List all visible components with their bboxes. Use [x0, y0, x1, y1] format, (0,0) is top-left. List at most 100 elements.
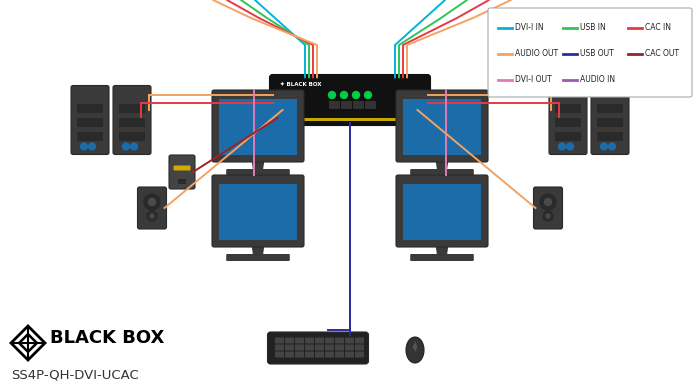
Circle shape	[80, 143, 88, 150]
Text: BLACK BOX: BLACK BOX	[50, 329, 164, 347]
FancyBboxPatch shape	[325, 344, 334, 351]
FancyBboxPatch shape	[410, 169, 474, 176]
FancyBboxPatch shape	[305, 351, 314, 358]
Text: USB IN: USB IN	[580, 23, 606, 32]
FancyBboxPatch shape	[396, 175, 488, 247]
FancyBboxPatch shape	[355, 337, 364, 344]
FancyBboxPatch shape	[591, 85, 629, 154]
Circle shape	[144, 194, 160, 210]
Text: SS4P-QH-DVI-UCAC: SS4P-QH-DVI-UCAC	[11, 368, 139, 381]
FancyBboxPatch shape	[355, 351, 364, 358]
FancyBboxPatch shape	[325, 337, 334, 344]
FancyBboxPatch shape	[305, 344, 314, 351]
Polygon shape	[435, 245, 449, 255]
FancyBboxPatch shape	[275, 337, 284, 344]
Bar	[555, 131, 581, 140]
Bar	[219, 99, 297, 155]
Bar	[178, 179, 186, 184]
Circle shape	[150, 214, 154, 218]
Circle shape	[566, 143, 573, 150]
Bar	[276, 117, 424, 121]
Bar	[597, 103, 623, 112]
FancyBboxPatch shape	[71, 85, 109, 154]
Polygon shape	[251, 245, 265, 255]
Circle shape	[122, 143, 130, 150]
Circle shape	[543, 211, 553, 221]
FancyBboxPatch shape	[365, 101, 376, 109]
Circle shape	[147, 211, 157, 221]
FancyBboxPatch shape	[275, 351, 284, 358]
FancyBboxPatch shape	[315, 344, 324, 351]
FancyBboxPatch shape	[305, 337, 314, 344]
Ellipse shape	[413, 344, 417, 350]
FancyBboxPatch shape	[285, 344, 294, 351]
FancyBboxPatch shape	[267, 332, 368, 364]
Circle shape	[540, 194, 556, 210]
Bar	[403, 99, 481, 155]
FancyBboxPatch shape	[335, 344, 344, 351]
FancyBboxPatch shape	[410, 254, 474, 261]
Circle shape	[608, 143, 615, 150]
Bar	[555, 103, 581, 112]
Bar	[119, 131, 145, 140]
FancyBboxPatch shape	[335, 351, 344, 358]
FancyBboxPatch shape	[226, 254, 290, 261]
Circle shape	[88, 143, 95, 150]
Circle shape	[130, 143, 137, 150]
FancyBboxPatch shape	[488, 8, 692, 97]
Bar	[77, 131, 103, 140]
Bar	[597, 117, 623, 126]
Bar	[77, 103, 103, 112]
FancyBboxPatch shape	[549, 85, 587, 154]
FancyBboxPatch shape	[341, 101, 352, 109]
FancyBboxPatch shape	[533, 187, 563, 229]
FancyBboxPatch shape	[345, 344, 354, 351]
Text: CAC IN: CAC IN	[645, 23, 671, 32]
Ellipse shape	[406, 337, 424, 363]
Bar	[555, 117, 581, 126]
Text: AUDIO IN: AUDIO IN	[580, 76, 615, 85]
FancyBboxPatch shape	[270, 74, 430, 126]
FancyBboxPatch shape	[169, 155, 195, 189]
Polygon shape	[251, 160, 265, 170]
Bar	[77, 117, 103, 126]
FancyBboxPatch shape	[353, 101, 364, 109]
Bar	[119, 117, 145, 126]
Circle shape	[601, 143, 608, 150]
Bar	[403, 184, 481, 240]
Text: USB OUT: USB OUT	[580, 50, 614, 58]
FancyBboxPatch shape	[226, 169, 290, 176]
FancyBboxPatch shape	[285, 351, 294, 358]
FancyBboxPatch shape	[275, 344, 284, 351]
FancyBboxPatch shape	[212, 90, 304, 162]
Bar	[597, 131, 623, 140]
Circle shape	[328, 92, 335, 99]
FancyBboxPatch shape	[396, 90, 488, 162]
FancyBboxPatch shape	[315, 337, 324, 344]
FancyBboxPatch shape	[137, 187, 167, 229]
FancyBboxPatch shape	[295, 344, 304, 351]
Bar	[119, 103, 145, 112]
FancyBboxPatch shape	[174, 165, 190, 170]
Bar	[219, 184, 297, 240]
Text: AUDIO OUT: AUDIO OUT	[515, 50, 558, 58]
FancyBboxPatch shape	[335, 337, 344, 344]
FancyBboxPatch shape	[113, 85, 151, 154]
FancyBboxPatch shape	[345, 337, 354, 344]
Circle shape	[546, 214, 550, 218]
Text: CAC OUT: CAC OUT	[645, 50, 679, 58]
FancyBboxPatch shape	[295, 351, 304, 358]
FancyBboxPatch shape	[315, 351, 324, 358]
Circle shape	[353, 92, 360, 99]
Circle shape	[340, 92, 347, 99]
FancyBboxPatch shape	[295, 337, 304, 344]
Circle shape	[545, 199, 552, 206]
Polygon shape	[435, 160, 449, 170]
Circle shape	[365, 92, 372, 99]
FancyBboxPatch shape	[345, 351, 354, 358]
Circle shape	[148, 199, 155, 206]
FancyBboxPatch shape	[329, 101, 340, 109]
FancyBboxPatch shape	[355, 344, 364, 351]
FancyBboxPatch shape	[285, 337, 294, 344]
FancyBboxPatch shape	[212, 175, 304, 247]
